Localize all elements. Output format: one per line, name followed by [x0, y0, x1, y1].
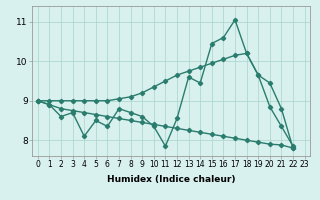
X-axis label: Humidex (Indice chaleur): Humidex (Indice chaleur)	[107, 175, 236, 184]
